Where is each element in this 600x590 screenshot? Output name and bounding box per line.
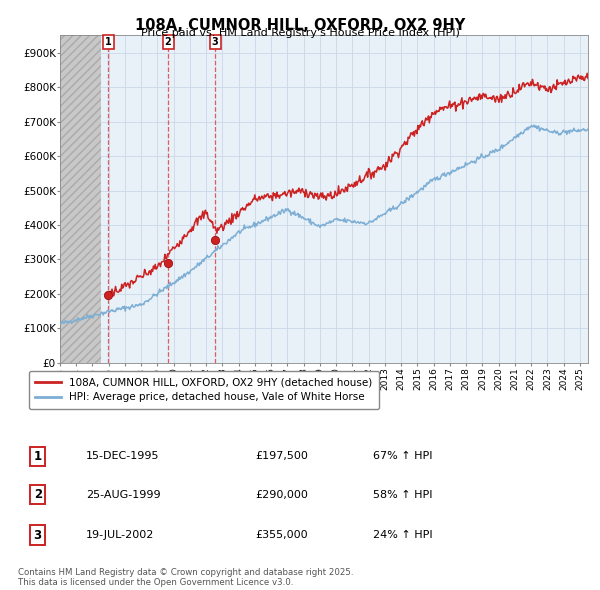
- Text: 25-AUG-1999: 25-AUG-1999: [86, 490, 160, 500]
- Text: 58% ↑ HPI: 58% ↑ HPI: [373, 490, 433, 500]
- Text: 3: 3: [212, 37, 218, 47]
- Text: 1: 1: [105, 37, 112, 47]
- Text: 15-DEC-1995: 15-DEC-1995: [86, 451, 159, 461]
- Text: 3: 3: [34, 529, 42, 542]
- Text: 19-JUL-2002: 19-JUL-2002: [86, 530, 154, 540]
- Text: 2: 2: [164, 37, 172, 47]
- Bar: [60, 35, 101, 363]
- Text: £197,500: £197,500: [255, 451, 308, 461]
- Text: 2: 2: [34, 488, 42, 501]
- Text: 108A, CUMNOR HILL, OXFORD, OX2 9HY: 108A, CUMNOR HILL, OXFORD, OX2 9HY: [135, 18, 465, 32]
- Text: £290,000: £290,000: [255, 490, 308, 500]
- Legend: 108A, CUMNOR HILL, OXFORD, OX2 9HY (detached house), HPI: Average price, detache: 108A, CUMNOR HILL, OXFORD, OX2 9HY (deta…: [29, 371, 379, 409]
- Text: £355,000: £355,000: [255, 530, 308, 540]
- Text: 24% ↑ HPI: 24% ↑ HPI: [373, 530, 433, 540]
- Text: 67% ↑ HPI: 67% ↑ HPI: [373, 451, 433, 461]
- Text: Price paid vs. HM Land Registry's House Price Index (HPI): Price paid vs. HM Land Registry's House …: [140, 28, 460, 38]
- Text: 1: 1: [34, 450, 42, 463]
- Text: Contains HM Land Registry data © Crown copyright and database right 2025.
This d: Contains HM Land Registry data © Crown c…: [18, 568, 353, 587]
